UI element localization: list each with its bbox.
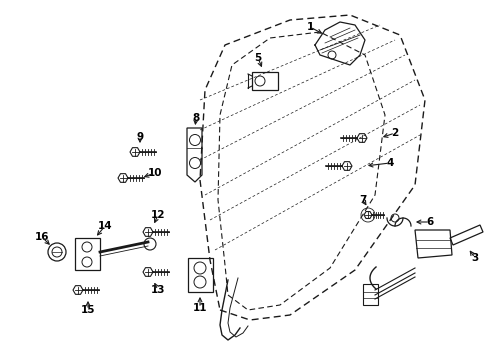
Text: 7: 7 xyxy=(359,195,367,205)
Text: 11: 11 xyxy=(193,303,207,313)
Text: 3: 3 xyxy=(471,253,479,263)
Text: 14: 14 xyxy=(98,221,112,231)
Text: 1: 1 xyxy=(306,22,314,32)
Text: 15: 15 xyxy=(81,305,95,315)
Text: 9: 9 xyxy=(136,132,144,142)
Text: 4: 4 xyxy=(386,158,393,168)
Text: 6: 6 xyxy=(426,217,434,227)
Text: 16: 16 xyxy=(35,232,49,242)
Text: 12: 12 xyxy=(151,210,165,220)
Text: 8: 8 xyxy=(193,113,199,123)
Text: 13: 13 xyxy=(151,285,165,295)
Text: 10: 10 xyxy=(148,168,162,178)
Text: 2: 2 xyxy=(392,128,399,138)
Text: 5: 5 xyxy=(254,53,262,63)
